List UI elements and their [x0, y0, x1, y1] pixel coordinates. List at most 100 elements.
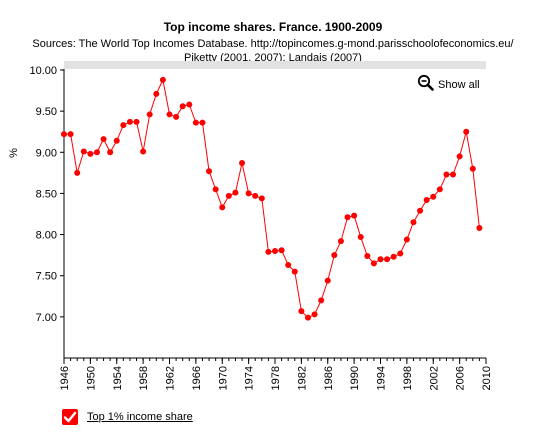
data-point[interactable]	[456, 153, 463, 160]
series-line	[64, 78, 480, 319]
data-point[interactable]	[93, 149, 100, 156]
data-point[interactable]	[61, 131, 67, 138]
data-point[interactable]	[351, 212, 358, 219]
data-point[interactable]	[304, 314, 311, 321]
data-point[interactable]	[311, 311, 318, 318]
x-tick-label: 1978	[270, 366, 282, 390]
data-point[interactable]	[278, 247, 285, 254]
data-point[interactable]	[258, 195, 265, 202]
x-tick-label: 1990	[349, 366, 361, 390]
data-point[interactable]	[80, 148, 87, 155]
x-tick-label: 1970	[217, 366, 229, 390]
x-tick-label: 1994	[376, 366, 388, 390]
data-point[interactable]	[206, 168, 213, 175]
data-point[interactable]	[120, 122, 127, 129]
y-tick-label: 9.50	[36, 106, 57, 118]
data-point[interactable]	[192, 119, 199, 126]
data-point[interactable]	[285, 262, 292, 269]
legend-label-top-1-percent[interactable]: Top 1% income share	[87, 411, 193, 423]
data-point[interactable]	[384, 256, 391, 263]
data-point[interactable]	[364, 252, 371, 259]
data-point[interactable]	[245, 190, 252, 197]
data-point[interactable]	[173, 113, 180, 120]
data-point[interactable]	[113, 137, 120, 144]
x-tick-label: 2002	[428, 366, 440, 390]
data-point[interactable]	[186, 101, 193, 108]
data-point[interactable]	[166, 111, 173, 118]
data-point[interactable]	[337, 238, 344, 245]
x-tick-label: 2006	[455, 366, 467, 390]
data-point[interactable]	[403, 236, 410, 243]
data-point[interactable]	[397, 250, 404, 257]
data-point[interactable]	[469, 165, 476, 172]
data-point[interactable]	[219, 204, 226, 211]
x-tick-label: 1986	[323, 366, 335, 390]
zoom-out-magnifier-icon	[417, 74, 434, 96]
data-point[interactable]	[272, 248, 278, 255]
data-point[interactable]	[179, 103, 186, 110]
data-point[interactable]	[298, 308, 305, 315]
y-axis-label: %	[8, 148, 20, 158]
data-point[interactable]	[100, 136, 107, 143]
data-point[interactable]	[67, 131, 74, 138]
plot-header-band	[64, 61, 486, 69]
data-point[interactable]	[252, 192, 259, 199]
legend-checkbox[interactable]	[62, 409, 78, 425]
x-tick-label: 1946	[59, 366, 71, 390]
data-point[interactable]	[140, 148, 147, 155]
chart-subtitle-line-1: Sources: The World Top Incomes Database.…	[32, 38, 514, 50]
y-tick-label: 8.00	[36, 230, 57, 242]
data-point[interactable]	[232, 189, 239, 196]
data-point[interactable]	[390, 253, 397, 260]
data-point[interactable]	[324, 277, 331, 284]
data-point[interactable]	[357, 234, 364, 241]
data-point[interactable]	[159, 76, 166, 83]
data-point[interactable]	[291, 268, 298, 275]
x-tick-label: 1954	[112, 366, 124, 390]
data-point[interactable]	[443, 171, 450, 178]
data-point[interactable]	[199, 119, 206, 126]
data-point[interactable]	[436, 186, 443, 193]
data-point[interactable]	[463, 128, 470, 135]
x-tick-label: 1962	[165, 366, 177, 390]
data-point[interactable]	[133, 118, 140, 125]
data-point[interactable]	[318, 297, 325, 304]
data-point[interactable]	[126, 118, 133, 125]
y-ticks: 7.00 7.50 8.00 8.50 9.00 9.50 10.00	[29, 65, 64, 324]
data-point[interactable]	[225, 192, 232, 199]
x-tick-label: 1966	[191, 366, 203, 390]
data-point[interactable]	[410, 219, 417, 226]
data-point[interactable]	[476, 224, 483, 231]
y-tick-label: 8.50	[36, 188, 57, 200]
data-point[interactable]	[417, 207, 424, 214]
data-point[interactable]	[107, 149, 114, 156]
data-point[interactable]	[344, 214, 351, 221]
data-point[interactable]	[74, 169, 81, 176]
y-tick-label: 7.00	[36, 312, 57, 324]
series-top-1-percent	[61, 76, 483, 321]
data-point[interactable]	[212, 186, 219, 193]
data-point[interactable]	[87, 150, 94, 157]
y-tick-label: 7.50	[36, 271, 57, 283]
data-point[interactable]	[450, 171, 457, 178]
show-all-label: Show all	[438, 79, 480, 91]
legend: Top 1% income share	[62, 409, 193, 425]
x-tick-label: 1958	[138, 366, 150, 390]
checkmark-icon	[63, 411, 77, 423]
data-point[interactable]	[377, 256, 384, 263]
x-tick-label: 2010	[481, 366, 493, 390]
data-point[interactable]	[423, 197, 430, 204]
data-point[interactable]	[265, 248, 272, 255]
plot-area	[64, 69, 486, 358]
show-all-button[interactable]: Show all	[417, 74, 480, 96]
data-point[interactable]	[239, 159, 246, 166]
y-tick-label: 10.00	[29, 65, 57, 77]
x-tick-label: 1998	[402, 366, 414, 390]
data-point[interactable]	[146, 111, 153, 118]
data-point[interactable]	[370, 260, 377, 267]
data-point[interactable]	[153, 90, 160, 97]
x-ticks: 1946 1950 1954 1958 1962 1966 1970 1974 1978 1982…	[59, 358, 493, 390]
data-point[interactable]	[430, 193, 437, 200]
data-point[interactable]	[331, 252, 338, 259]
x-tick-label: 1974	[244, 366, 256, 390]
